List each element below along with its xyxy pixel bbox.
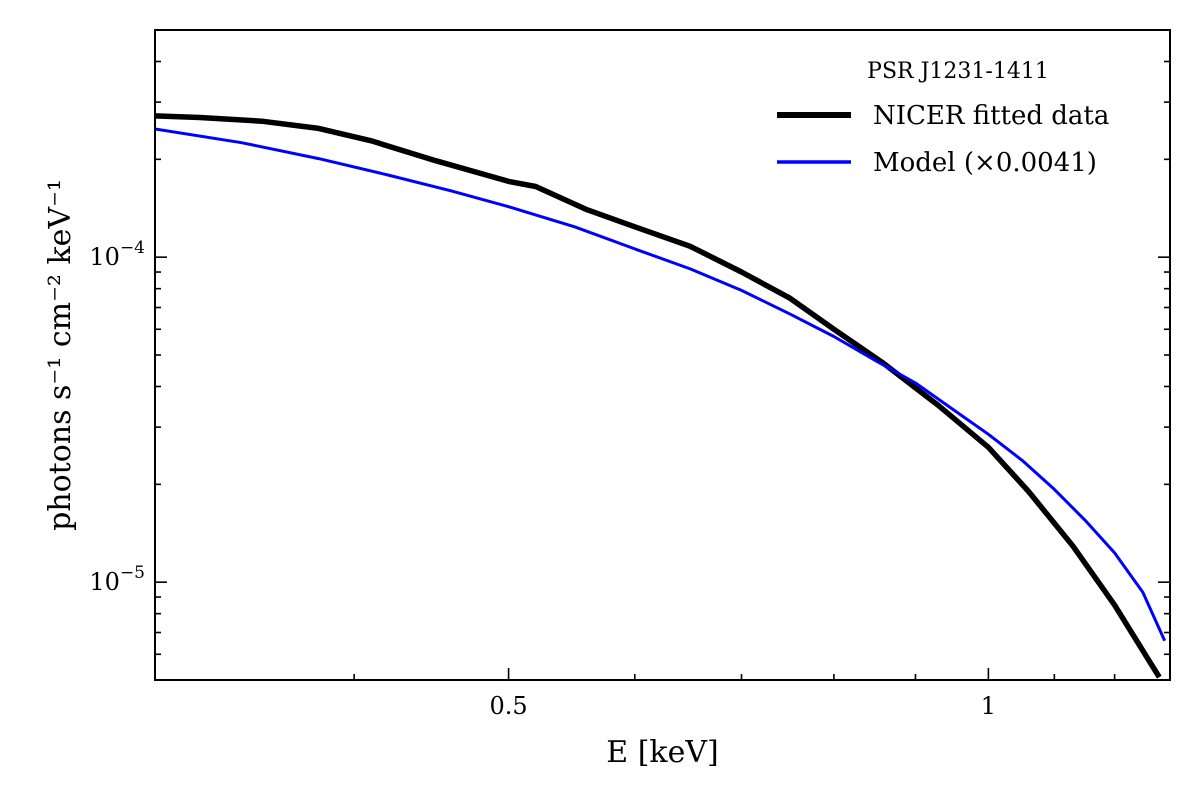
legend-label-model: Model (×0.0041) <box>873 148 1097 178</box>
x-tick-label: 0.5 <box>490 692 528 720</box>
series-line-nicer <box>155 113 1162 679</box>
y-tick-label: 10−4 <box>89 238 145 271</box>
legend: PSR J1231-1411 NICER fitted data Model (… <box>777 59 1109 178</box>
x-axis-label: E [keV] <box>606 735 718 770</box>
legend-title: PSR J1231-1411 <box>867 59 1049 84</box>
axis-tick-labels: 0.5 1 10−4 10−5 <box>89 238 996 720</box>
y-tick-label: 10−5 <box>89 563 145 596</box>
legend-label-nicer: NICER fitted data <box>873 101 1109 131</box>
y-axis-label: photons s⁻¹ cm⁻² keV⁻¹ <box>43 179 78 531</box>
plot-curves <box>155 113 1167 679</box>
x-tick-label: 1 <box>981 692 996 720</box>
series-line-model <box>155 127 1167 642</box>
axis-ticks <box>155 29 1170 681</box>
